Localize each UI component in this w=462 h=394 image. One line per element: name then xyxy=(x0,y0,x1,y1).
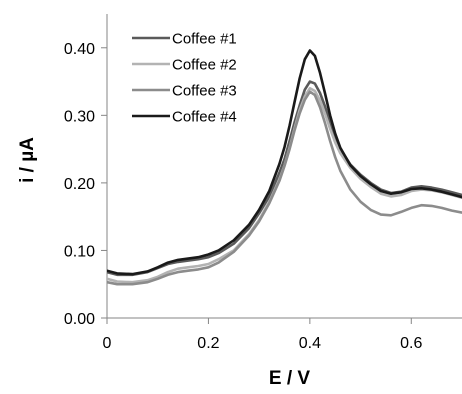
series-line-coffee-3 xyxy=(107,90,462,286)
y-tick-label: 0.00 xyxy=(64,311,95,328)
legend-label: Coffee #1 xyxy=(172,31,237,48)
series-line-coffee-1 xyxy=(107,80,462,277)
x-tick-label: 0 xyxy=(103,335,112,352)
legend-label: Coffee #2 xyxy=(172,57,237,74)
y-axis-title: i / µA xyxy=(17,137,38,183)
x-tick-label: 0.6 xyxy=(400,335,422,352)
legend: Coffee #1 Coffee #2 Coffee #3 Coffee #4 xyxy=(132,31,237,126)
x-axis-title: E / V xyxy=(269,368,311,389)
axes: 0.00 0.10 0.20 0.30 0.40 0 0.2 0.4 0.6 xyxy=(64,14,462,352)
legend-label: Coffee #4 xyxy=(172,109,237,126)
y-tick-label: 0.30 xyxy=(64,108,95,125)
y-tick-label: 0.20 xyxy=(64,176,95,193)
series-line-coffee-4 xyxy=(107,49,462,276)
y-tick-label: 0.40 xyxy=(64,41,95,58)
x-tick-label: 0.4 xyxy=(299,335,321,352)
series-lines xyxy=(107,49,462,286)
x-tick-label: 0.2 xyxy=(197,335,219,352)
legend-label: Coffee #3 xyxy=(172,83,237,100)
y-tick-label: 0.10 xyxy=(64,243,95,260)
series-line-coffee-2 xyxy=(107,87,462,284)
